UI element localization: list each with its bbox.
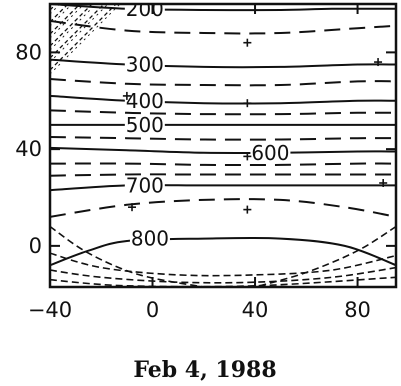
plus-marker bbox=[243, 205, 252, 214]
plus-marker bbox=[379, 178, 388, 187]
hatch-line bbox=[50, 4, 85, 39]
contour-label-background bbox=[129, 228, 170, 249]
contour-label-700: 700 bbox=[126, 173, 164, 197]
hatch-line bbox=[254, 225, 396, 287]
hatched-region-bottom bbox=[50, 225, 396, 287]
hatch-line bbox=[50, 276, 396, 287]
axis-ticks bbox=[49, 4, 396, 287]
hatch-line bbox=[50, 4, 81, 35]
hatched-region-top-left bbox=[50, 4, 121, 75]
hatch-line bbox=[50, 4, 109, 63]
x-tick-label: 80 bbox=[344, 298, 371, 322]
chart-caption: Feb 4, 1988 bbox=[133, 357, 276, 383]
contour-line-200 bbox=[50, 4, 396, 12]
hatch-line bbox=[50, 225, 204, 287]
plus-marker bbox=[243, 152, 252, 161]
y-tick-label: 40 bbox=[15, 137, 42, 161]
contour-label-background bbox=[124, 90, 165, 111]
plus-marker bbox=[122, 91, 131, 100]
contour-label-500: 500 bbox=[126, 113, 164, 137]
dashed-contour-line bbox=[50, 109, 396, 116]
x-tick-label: 40 bbox=[242, 298, 269, 322]
hatch-line bbox=[50, 252, 396, 277]
dashed-contour-line bbox=[50, 19, 396, 35]
contour-label-600: 600 bbox=[251, 141, 289, 165]
contour-label-background bbox=[124, 4, 165, 19]
contour-line-600 bbox=[50, 146, 396, 155]
contour-label-background bbox=[124, 54, 165, 75]
y-tick-label: 0 bbox=[29, 234, 42, 258]
dashed-contour-line bbox=[50, 162, 396, 167]
contour-label-800: 800 bbox=[131, 227, 169, 251]
contour-label-300: 300 bbox=[126, 52, 164, 76]
hatch-line bbox=[50, 4, 105, 59]
dashed-contour-line bbox=[50, 173, 396, 177]
dashed-contour-line bbox=[50, 136, 396, 141]
x-tick-label: 0 bbox=[146, 298, 159, 322]
dashed-contour-line bbox=[50, 198, 396, 218]
hatch-line bbox=[50, 4, 93, 47]
plus-marker bbox=[374, 58, 383, 67]
plot-frame bbox=[48, 2, 398, 289]
contour-label-background bbox=[124, 114, 165, 135]
contour-label-background bbox=[250, 142, 291, 163]
dashed-contour-line bbox=[50, 78, 396, 87]
contour-line-800 bbox=[50, 236, 396, 267]
contour-line-300 bbox=[50, 58, 396, 69]
contour-label-200: 200 bbox=[126, 0, 164, 21]
contour-line-400 bbox=[50, 94, 396, 105]
contour-line-700 bbox=[50, 184, 396, 192]
plus-marker bbox=[128, 203, 137, 212]
plus-marker bbox=[243, 38, 252, 47]
hatch-line bbox=[50, 266, 396, 284]
y-tick-label: 80 bbox=[15, 40, 42, 64]
hatch-line bbox=[50, 4, 69, 23]
contour-label-background bbox=[124, 175, 165, 196]
hatch-line bbox=[50, 4, 117, 71]
contour-label-400: 400 bbox=[126, 89, 164, 113]
x-tick-label: −40 bbox=[28, 298, 72, 322]
hatch-line bbox=[50, 4, 121, 75]
plus-marker bbox=[243, 99, 252, 108]
